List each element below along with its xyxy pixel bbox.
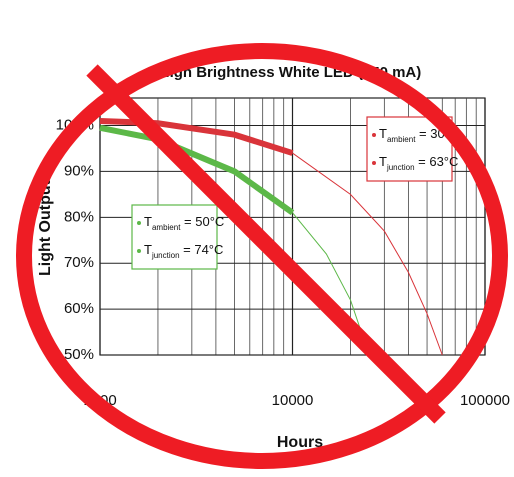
y-tick-label: 50%: [64, 346, 94, 363]
series-line: [99, 117, 294, 156]
legend-subscript: ambient: [387, 135, 416, 144]
legend-marker: [372, 133, 376, 137]
legend-marker: [137, 249, 141, 253]
legend-symbol: T: [379, 154, 387, 169]
legend-entry: Tambient = 50°C: [144, 214, 224, 232]
x-tick-label: 10000: [272, 392, 314, 409]
legend-subscript: ambient: [152, 223, 181, 232]
y-axis-label: Light Output: [37, 179, 54, 276]
legend-subscript: junction: [386, 163, 415, 172]
legend-box: [131, 204, 218, 270]
prohibition-slash: [86, 64, 446, 424]
x-tick-label: 100000: [460, 392, 510, 409]
legend-marker: [372, 161, 376, 165]
y-tick-label: 60%: [64, 300, 94, 317]
legend-text: = 74°C: [180, 242, 224, 257]
series-line: [99, 124, 295, 216]
legend-marker: [137, 221, 141, 225]
legend-subscript: junction: [151, 251, 180, 260]
x-axis-label: Hours: [277, 434, 323, 451]
prohibition-sign: [16, 43, 508, 469]
legend-entry: Tjunction = 63°C: [379, 154, 458, 172]
prohibition-circle: [16, 43, 508, 469]
legend-text: = 50°C: [180, 214, 224, 229]
y-tick-label: 70%: [64, 254, 94, 271]
legend-text: = 63°C: [415, 154, 459, 169]
legend-symbol: T: [144, 242, 152, 257]
y-tick-label: 90%: [64, 162, 94, 179]
legend-entry: Tjunction = 74°C: [144, 242, 223, 260]
legend-symbol: T: [144, 214, 152, 229]
series-line: [292, 152, 443, 356]
y-tick-label: 80%: [64, 208, 94, 225]
legend-symbol: T: [379, 126, 387, 141]
